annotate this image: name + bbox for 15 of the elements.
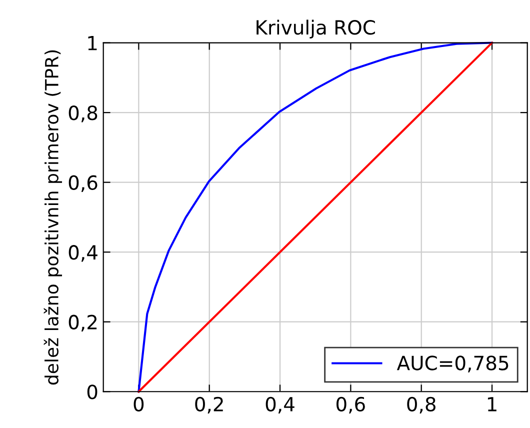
y-tick-label: 0,6 bbox=[68, 175, 98, 192]
chart-title: Krivulja ROC bbox=[256, 20, 375, 39]
legend-label: AUC=0,785 bbox=[396, 356, 508, 372]
x-tick-label: 0,4 bbox=[266, 396, 294, 414]
y-axis-title: delež lažno pozitivnih primerov (TPR) bbox=[44, 50, 62, 385]
x-tick-label: 0,8 bbox=[407, 396, 436, 414]
x-tick-label: 0 bbox=[134, 396, 144, 412]
x-tick-label: 1 bbox=[488, 397, 496, 412]
y-tick-label: 0,2 bbox=[68, 314, 97, 332]
x-tick-label: 0,2 bbox=[195, 396, 223, 414]
y-tick-label: 0,8 bbox=[68, 106, 98, 122]
y-tick-label: 1 bbox=[88, 36, 97, 50]
y-tick-label: 0,4 bbox=[68, 245, 98, 262]
y-tick-label: 0 bbox=[87, 384, 98, 400]
x-tick-label: 0,6 bbox=[336, 396, 365, 414]
